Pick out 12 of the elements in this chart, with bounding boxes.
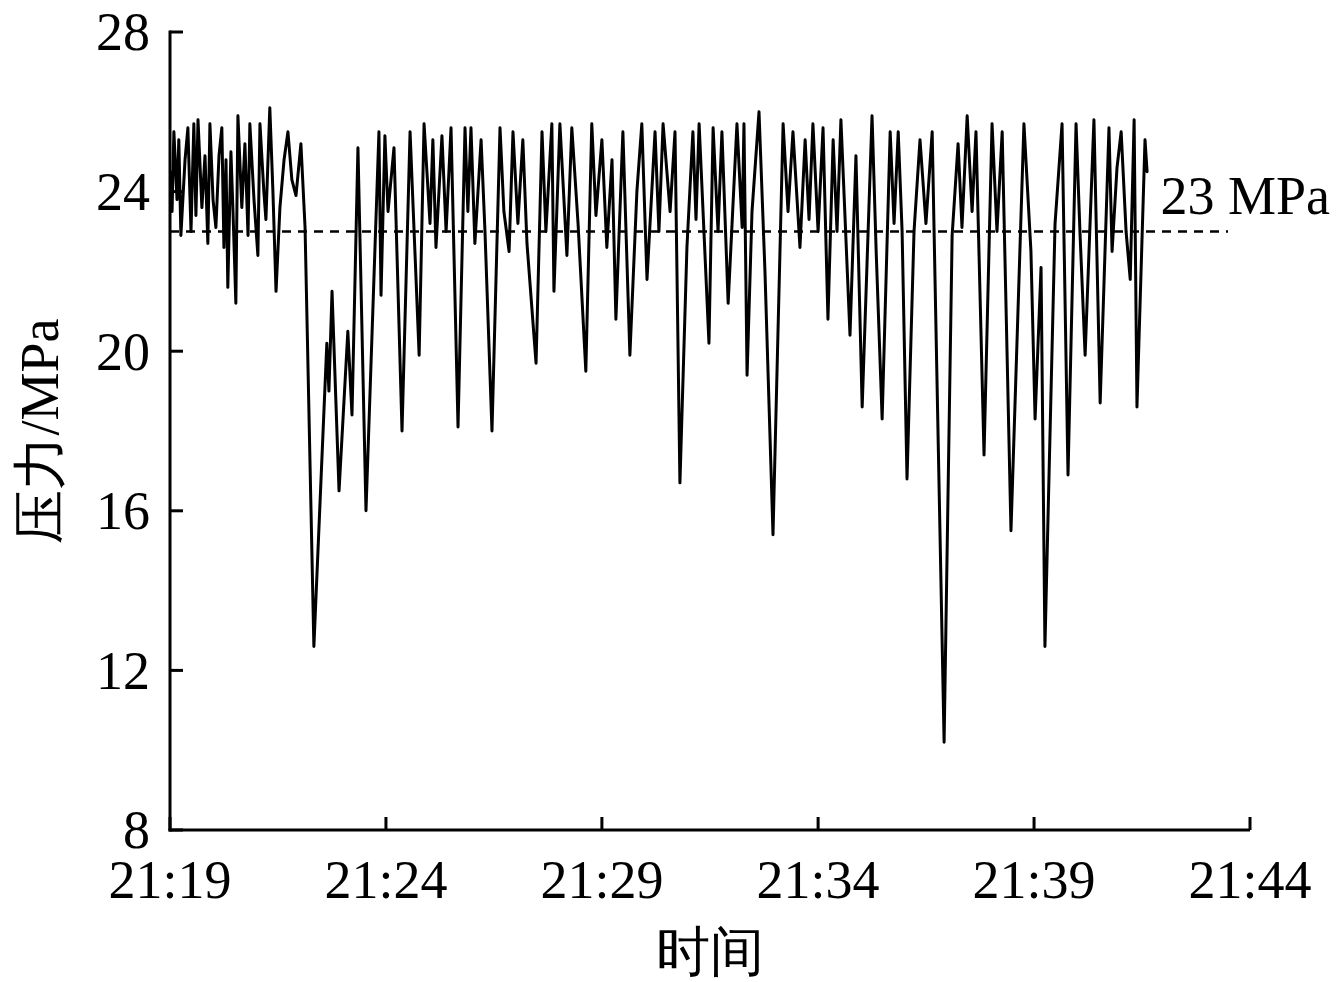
ytick-label: 28 bbox=[96, 2, 150, 63]
ylabel: 压力/MPa bbox=[10, 318, 70, 544]
xtick-label: 21:24 bbox=[324, 850, 448, 910]
xlabel: 时间 bbox=[656, 922, 764, 982]
xtick-label: 21:44 bbox=[1188, 850, 1312, 910]
xtick-label: 21:39 bbox=[972, 850, 1096, 910]
xtick-label: 21:34 bbox=[756, 850, 880, 910]
xtick-label: 21:29 bbox=[540, 850, 664, 910]
ytick-label: 20 bbox=[96, 321, 150, 382]
ytick-label: 12 bbox=[96, 640, 150, 701]
ytick-label: 16 bbox=[96, 481, 150, 542]
ytick-label: 24 bbox=[96, 161, 150, 222]
